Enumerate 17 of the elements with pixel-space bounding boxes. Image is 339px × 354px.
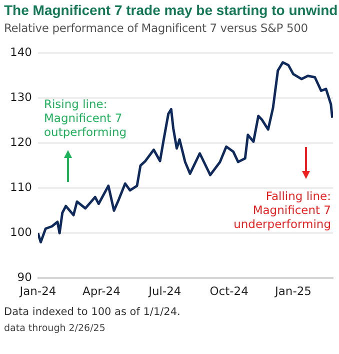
x-tick-label: Jan-24 [18, 284, 56, 298]
chart-title: The Magnificent 7 trade may be starting to unwind [4, 2, 338, 18]
y-tick-label: 100 [10, 225, 32, 240]
y-tick-label: 140 [10, 44, 32, 59]
x-tick-label: Oct-24 [210, 284, 248, 298]
text: Data indexed to 100 as of 1/1/24. [4, 305, 180, 319]
annotation: Rising line: Magnificent 7 outperforming [44, 97, 127, 139]
x-tick-label: Jan-25 [274, 284, 312, 298]
annotation: Falling line: Magnificent 7 underperforming [234, 189, 331, 231]
x-tick-label: Apr-24 [82, 284, 120, 298]
x-tick-label: Jul-24 [148, 284, 182, 298]
y-tick-label: 90 [17, 270, 32, 284]
chart-subtitle: Relative performance of Magnificent 7 versus S&P 500 [4, 21, 308, 35]
y-tick-label: 110 [10, 180, 32, 194]
y-tick-label: 120 [10, 135, 32, 150]
text: data through 2/26/25 [4, 322, 106, 336]
y-tick-label: 130 [10, 90, 32, 104]
